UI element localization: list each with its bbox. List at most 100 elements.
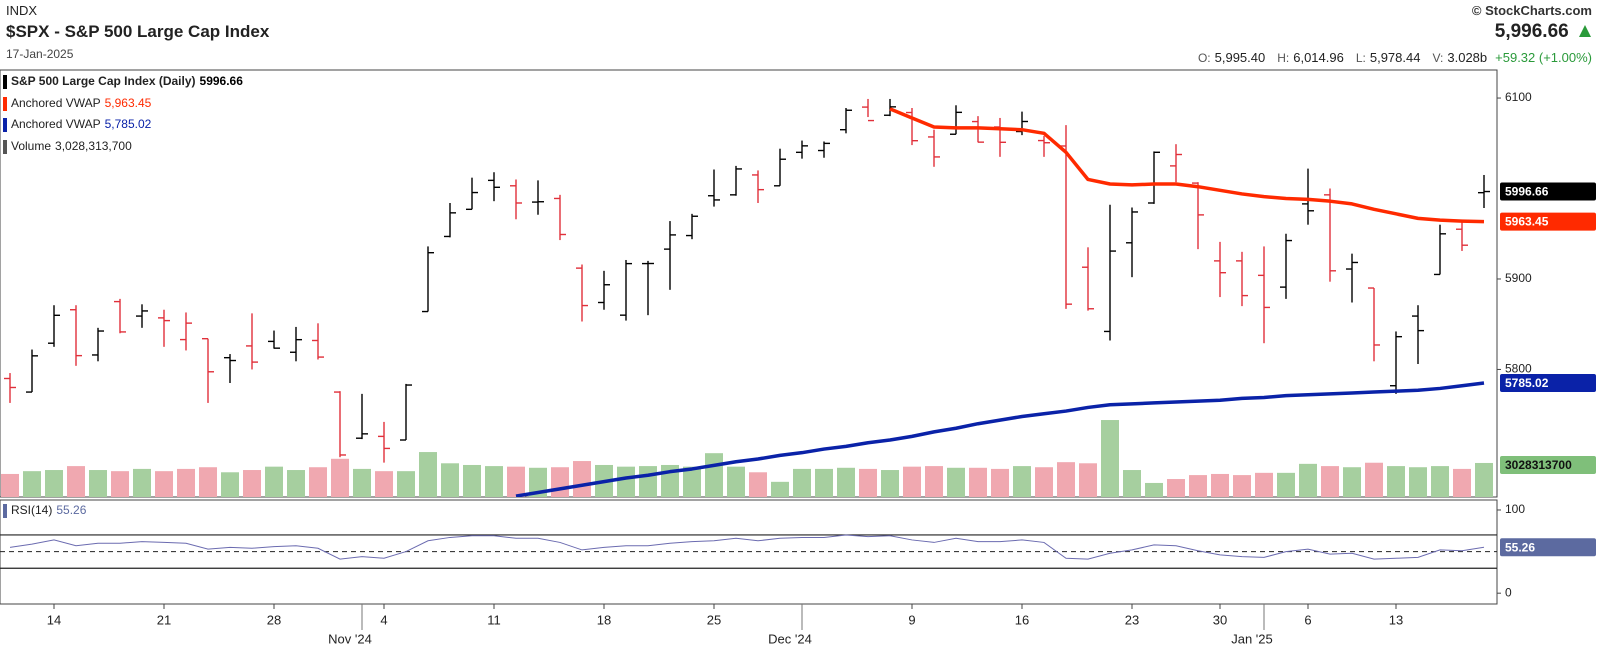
volume-bar [23,471,41,497]
volume-bar [463,464,481,497]
volume-bar [617,466,635,497]
price-tag: 5996.66 [1505,185,1549,199]
stats: O: 5,995.40 H: 6,014.96 L: 5,978.44 V: 3.028b +5… [1186,49,1592,67]
legend-entry: Volume 3,028,313,700 [11,139,132,153]
x-tick-label: 6 [1304,612,1311,627]
legend-swatch [3,140,7,154]
x-tick-label: 4 [380,612,387,627]
volume-bar [1035,467,1053,497]
price-plot [1,98,1493,497]
title: $SPX - S&P 500 Large Cap Index [6,22,270,41]
volume-bar [441,463,459,497]
stat-value: 6,014.96 [1293,50,1344,65]
x-tick-label: 13 [1389,612,1403,627]
volume-bar [331,458,349,497]
volume-bar [1431,466,1449,497]
volume-bar [1123,470,1141,497]
volume-bar [1475,462,1493,497]
volume-bar [551,467,569,497]
legend-value: 5,785.02 [105,117,152,131]
y-tick-label: 6100 [1505,90,1532,104]
stat-value: 5,995.40 [1214,50,1266,65]
legend-name: Volume [11,139,51,153]
volume-bar [177,468,195,497]
volume-bar [639,466,657,497]
volume-bar [1453,468,1471,497]
volume-bar [45,470,63,497]
volume-bar [1079,463,1097,497]
legend-entry: S&P 500 Large Cap Index (Daily) 5996.66 [11,74,243,88]
stat-label: H: [1277,51,1290,65]
volume-bar [705,453,723,497]
volume-tag-bg [1500,456,1596,474]
volume-bar [309,467,327,497]
volume-bar [485,466,503,497]
volume-bar [947,467,965,497]
legend-entry: RSI(14) 55.26 [11,503,87,517]
copyright: © StockCharts.com [1471,3,1592,18]
volume-bar [1409,467,1427,497]
vwap-tag: 5963.45 [1505,215,1549,229]
x-tick-label: 30 [1213,612,1227,627]
volume-bar [1167,479,1185,497]
volume-bar [1145,482,1163,497]
x-tick-label: 18 [597,612,611,627]
volume-bar [353,468,371,497]
exchange: INDX [6,3,38,18]
legend-box [1,71,233,158]
legend-name: Anchored VWAP [11,96,101,110]
volume-bar [683,466,701,497]
vwap-line [889,107,1485,224]
volume-bar [969,467,987,497]
x-major-label: Nov '24 [328,631,372,646]
x-tick-label: 23 [1125,612,1139,627]
rsi-line [9,534,1485,560]
legend-entry: Anchored VWAP 5,963.45 [11,96,152,110]
volume-bar [375,471,393,497]
volume-bar [1299,463,1317,497]
volume-bar [89,470,107,497]
legend-value: 5,963.45 [105,96,152,110]
volume-bar [243,470,261,497]
volume-bar [859,468,877,497]
last-price-row: 5,996.66 [1495,21,1592,43]
stat-value: 3.028b [1447,50,1488,65]
volume-bar [1189,475,1207,497]
volume-bar [1013,466,1031,497]
x-tick-label: 11 [487,612,501,627]
volume-bar [925,466,943,497]
legend-value: 3,028,313,700 [55,139,132,153]
stat-label: L: [1355,51,1366,65]
y-tick-label: 100 [1505,502,1525,516]
price-panel [0,69,1498,498]
volume-tag: 3028313700 [1505,458,1572,472]
up-arrow [1579,25,1591,37]
stat-value: 5,978.44 [1369,50,1421,65]
legend-swatch [3,504,7,518]
legend-name: RSI(14) [11,503,52,517]
legend-name: S&P 500 Large Cap Index (Daily) [11,74,196,88]
rsi-tag: 55.26 [1505,540,1535,554]
x-tick-label: 16 [1015,612,1029,627]
y-tick-label: 5800 [1505,362,1532,376]
x-tick-label: 14 [47,612,61,627]
volume-bar [287,470,305,497]
volume-bar [155,471,173,497]
volume-bar [397,471,415,497]
volume-bar [67,466,85,497]
volume-bar [1211,473,1229,497]
volume-bar [991,468,1009,497]
stat-label: O: [1197,51,1211,65]
volume-bar [529,467,547,497]
volume-bar [1233,475,1251,497]
volume-bar [221,472,239,497]
volume-bar [771,481,789,497]
volume-bar [199,467,217,497]
vwap-tag-bg [1500,373,1596,392]
vwap-tag-bg [1500,212,1596,231]
legend-swatch [3,97,7,111]
volume-bar [837,467,855,497]
x-tick-label: 28 [267,612,281,627]
